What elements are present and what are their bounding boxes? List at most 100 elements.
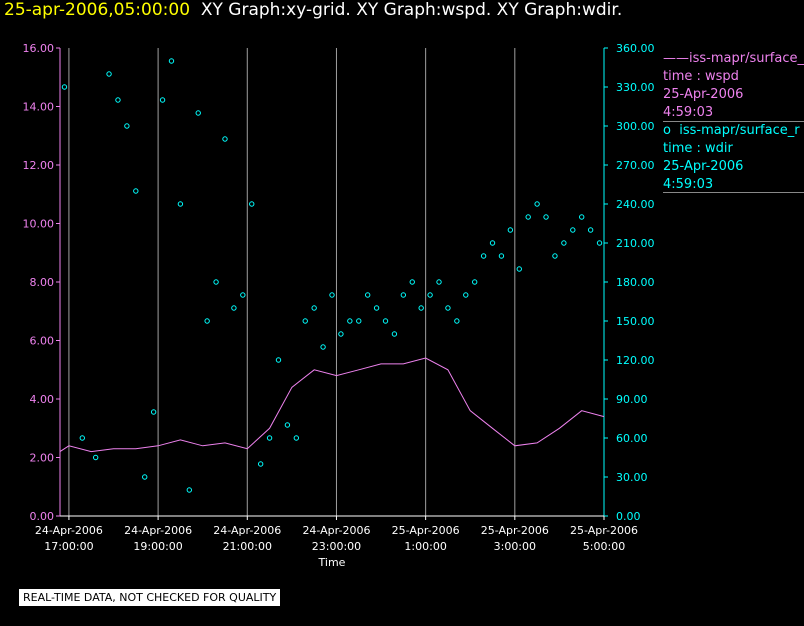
wdir-point — [249, 201, 255, 207]
x-tick-label-date: 25-Apr-2006 — [481, 524, 549, 537]
wdir-point — [329, 292, 335, 298]
legend-wdir-date: 25-Apr-2006 — [663, 159, 744, 174]
left-y-tick-label: 0.00 — [30, 510, 55, 523]
wdir-point — [489, 240, 496, 246]
legend-wdir-source: iss-mapr/surface_r — [679, 123, 800, 138]
title-graph-list: XY Graph:xy-grid. XY Graph:wspd. XY Grap… — [200, 0, 623, 20]
wdir-point — [507, 227, 514, 233]
left-y-tick-label: 4.00 — [30, 393, 55, 406]
wdir-point — [471, 279, 478, 285]
wdir-point — [124, 123, 130, 129]
x-tick-label-time: 3:00:00 — [494, 540, 536, 553]
wdir-point — [525, 214, 531, 220]
wdir-point — [266, 435, 273, 441]
right-y-tick-label: 90.00 — [616, 393, 648, 406]
x-tick-label-date: 25-Apr-2006 — [570, 524, 638, 537]
left-y-tick-label: 14.00 — [23, 101, 55, 114]
right-y-tick-label: 300.00 — [616, 120, 655, 133]
wdir-point — [293, 435, 300, 441]
wdir-point — [498, 253, 505, 259]
wdir-point — [356, 318, 362, 324]
legend-divider — [663, 121, 804, 122]
x-tick-label-time: 19:00:00 — [133, 540, 182, 553]
window-title: 25-apr-2006,05:00:00 XY Graph:xy-grid. X… — [4, 0, 622, 20]
legend-wspd[interactable]: ——iss-mapr/surface_r time : wspd 25-Apr-… — [663, 50, 804, 122]
wdir-point — [391, 331, 398, 337]
right-y-tick-label: 240.00 — [616, 198, 655, 211]
x-tick-label-time: 5:00:00 — [583, 540, 625, 553]
legend-wspd-field: time : wspd — [663, 69, 739, 84]
left-y-tick-label: 16.00 — [23, 42, 55, 55]
wdir-point — [257, 461, 264, 467]
legend-wspd-time: 4:59:03 — [663, 105, 714, 120]
wdir-point — [195, 110, 201, 116]
wdir-point — [400, 292, 407, 298]
left-y-tick-label: 6.00 — [30, 335, 55, 348]
x-tick-label-date: 24-Apr-2006 — [35, 524, 103, 537]
wdir-point — [534, 201, 540, 207]
x-tick-label-date: 24-Apr-2006 — [302, 524, 370, 537]
title-timestamp: 25-apr-2006,05:00:00 — [4, 0, 191, 20]
right-y-tick-label: 330.00 — [616, 81, 655, 94]
right-y-tick-label: 0.00 — [616, 510, 641, 523]
legend-divider — [663, 192, 804, 193]
wdir-point — [92, 454, 99, 461]
wdir-point — [373, 305, 380, 311]
x-tick-label-date: 24-Apr-2006 — [213, 524, 281, 537]
wdir-point — [454, 318, 460, 324]
wspd-series-line — [59, 357, 605, 453]
wdir-point — [133, 188, 139, 194]
wdir-point — [516, 266, 522, 272]
wdir-point — [222, 136, 228, 142]
legend-wdir-field: time : wdir — [663, 141, 733, 156]
wdir-point — [213, 279, 219, 285]
wdir-point — [570, 227, 576, 233]
x-tick-label-date: 25-Apr-2006 — [392, 524, 460, 537]
left-y-tick-label: 10.00 — [23, 218, 55, 231]
right-y-tick-label: 120.00 — [616, 354, 655, 367]
wdir-point — [302, 318, 308, 324]
wdir-point — [445, 305, 451, 311]
legend-wdir[interactable]: o iss-mapr/surface_r time : wdir 25-Apr-… — [663, 122, 800, 194]
wdir-point — [150, 409, 157, 415]
wdir-point — [106, 71, 112, 77]
x-axis-label: Time — [318, 556, 346, 569]
wdir-point — [382, 318, 389, 324]
left-y-tick-label: 8.00 — [30, 276, 55, 289]
wdir-point — [427, 292, 433, 298]
legend-wspd-date: 25-Apr-2006 — [663, 87, 744, 102]
wdir-point — [587, 227, 594, 233]
wdir-point — [159, 97, 166, 103]
wdir-point — [79, 435, 85, 441]
right-y-tick-label: 60.00 — [616, 432, 648, 445]
wdir-point — [142, 474, 148, 480]
wdir-point — [320, 344, 326, 350]
wdir-point — [552, 253, 558, 259]
right-y-tick-label: 210.00 — [616, 237, 655, 250]
right-y-tick-label: 270.00 — [616, 159, 655, 172]
wdir-point — [463, 292, 469, 298]
x-tick-label-time: 21:00:00 — [223, 540, 272, 553]
wdir-point — [436, 279, 442, 285]
wdir-point — [275, 357, 282, 363]
wdir-point — [168, 58, 175, 64]
wdir-point — [231, 305, 237, 311]
wdir-point — [579, 214, 585, 220]
wdir-point — [409, 279, 415, 285]
wdir-point — [311, 305, 317, 311]
x-tick-label-date: 24-Apr-2006 — [124, 524, 192, 537]
legend-wdir-time: 4:59:03 — [663, 177, 714, 192]
wdir-point — [418, 305, 424, 311]
wdir-point — [347, 318, 353, 324]
right-y-tick-label: 150.00 — [616, 315, 655, 328]
wdir-point — [115, 97, 121, 103]
left-y-tick-label: 2.00 — [30, 452, 55, 465]
wdir-point — [284, 422, 291, 428]
legend-wspd-line-marker: —— — [663, 51, 689, 66]
quality-notice: REAL-TIME DATA, NOT CHECKED FOR QUALITY — [19, 589, 281, 606]
legend-wspd-source: iss-mapr/surface_r — [689, 51, 804, 66]
wdir-point — [480, 253, 487, 259]
wdir-point — [543, 214, 549, 220]
x-tick-label-time: 23:00:00 — [312, 540, 361, 553]
wdir-point — [338, 331, 344, 337]
